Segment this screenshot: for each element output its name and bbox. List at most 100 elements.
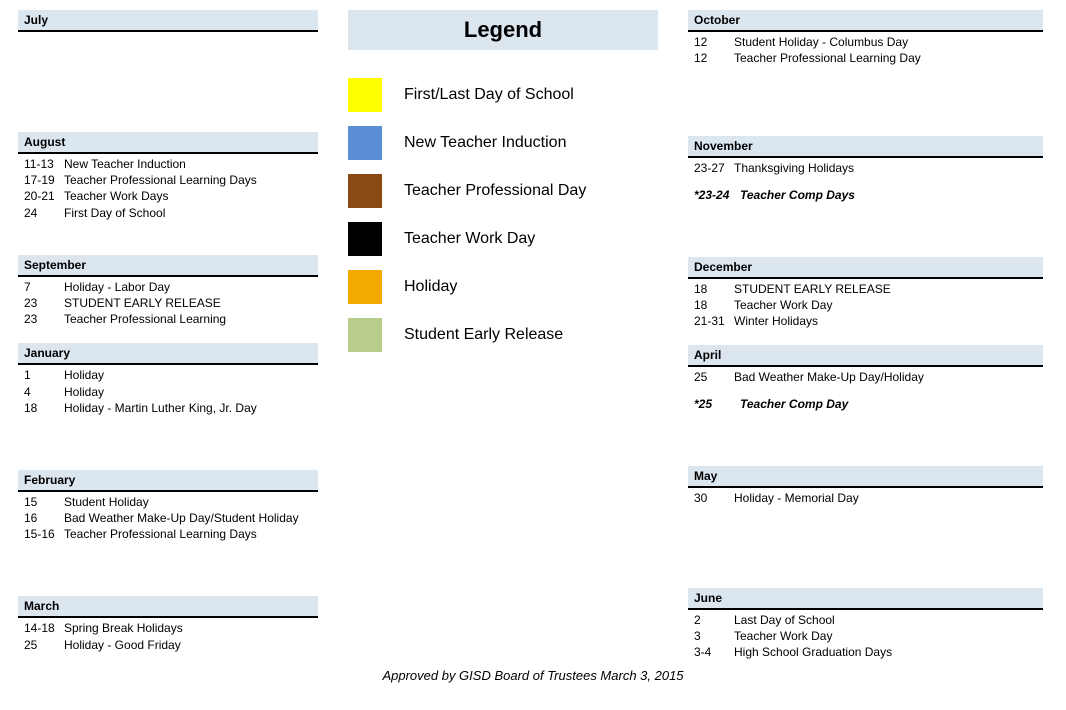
legend-label: Teacher Professional Day: [404, 182, 586, 200]
event-label: Holiday: [64, 384, 312, 400]
spacer: [18, 327, 318, 343]
month-events: 1Holiday4Holiday18Holiday - Martin Luthe…: [18, 365, 318, 416]
event-date: 23: [24, 311, 64, 327]
month-block: July: [18, 10, 318, 34]
month-block: December18STUDENT EARLY RELEASE18Teacher…: [688, 257, 1043, 330]
event-date: 21-31: [694, 313, 734, 329]
month-events: 12Student Holiday - Columbus Day12Teache…: [688, 32, 1043, 66]
month-header: February: [18, 470, 318, 492]
event-row: 18STUDENT EARLY RELEASE: [688, 281, 1043, 297]
event-label: Teacher Work Days: [64, 188, 312, 204]
month-events: 23-27Thanksgiving Holidays *23-24Teacher …: [688, 158, 1043, 202]
event-date: 4: [24, 384, 64, 400]
event-date: 23: [24, 295, 64, 311]
event-date: 2: [694, 612, 734, 628]
legend-label: Teacher Work Day: [404, 230, 535, 248]
legend-item: Holiday: [348, 270, 658, 304]
legend-swatch: [348, 174, 382, 208]
event-row: 25Bad Weather Make-Up Day/Holiday: [688, 369, 1043, 385]
spacer: [688, 329, 1043, 345]
spacer: [18, 416, 318, 470]
event-date: 3: [694, 628, 734, 644]
event-date: 12: [694, 34, 734, 50]
event-date: 18: [694, 297, 734, 313]
month-header: November: [688, 136, 1043, 158]
event-row: 2Last Day of School: [688, 612, 1043, 628]
event-label: High School Graduation Days: [734, 644, 1037, 660]
event-row: 7Holiday - Labor Day: [18, 279, 318, 295]
event-label: Bad Weather Make-Up Day/Student Holiday: [64, 510, 312, 526]
event-row: 20-21Teacher Work Days: [18, 188, 318, 204]
month-events: 7Holiday - Labor Day23STUDENT EARLY RELE…: [18, 277, 318, 328]
event-label: Bad Weather Make-Up Day/Holiday: [734, 369, 1037, 385]
event-date: 18: [694, 281, 734, 297]
event-date: 15: [24, 494, 64, 510]
month-block: August11-13New Teacher Induction17-19Tea…: [18, 132, 318, 221]
event-date: 1: [24, 367, 64, 383]
event-date: 12: [694, 50, 734, 66]
month-header: August: [18, 132, 318, 154]
event-date: 25: [694, 369, 734, 385]
month-header: January: [18, 343, 318, 365]
event-row: 15-16Teacher Professional Learning Days: [18, 526, 318, 542]
event-label: Teacher Comp Days: [740, 187, 1037, 203]
spacer: [688, 203, 1043, 257]
right-column: October12Student Holiday - Columbus Day1…: [688, 10, 1043, 650]
month-block: February15Student Holiday16Bad Weather M…: [18, 470, 318, 543]
month-block: September7Holiday - Labor Day23STUDENT E…: [18, 255, 318, 328]
legend-item: Teacher Professional Day: [348, 174, 658, 208]
event-row: 12Teacher Professional Learning Day: [688, 50, 1043, 66]
event-label: Teacher Professional Learning: [64, 311, 312, 327]
spacer: [688, 506, 1043, 588]
month-events: 30Holiday - Memorial Day: [688, 488, 1043, 506]
event-date: 25: [24, 637, 64, 653]
month-block: March14-18Spring Break Holidays25Holiday…: [18, 596, 318, 652]
event-label: Holiday - Memorial Day: [734, 490, 1037, 506]
footer-note: Approved by GISD Board of Trustees March…: [18, 668, 1048, 683]
event-label: Last Day of School: [734, 612, 1037, 628]
month-block: October12Student Holiday - Columbus Day1…: [688, 10, 1043, 66]
spacer: [18, 34, 318, 132]
event-row: 18Teacher Work Day: [688, 297, 1043, 313]
month-block: April25Bad Weather Make-Up Day/Holiday*2…: [688, 345, 1043, 411]
spacer: [688, 66, 1043, 136]
event-date: 23-27: [694, 160, 734, 176]
event-row: 23Teacher Professional Learning: [18, 311, 318, 327]
event-row: 23STUDENT EARLY RELEASE: [18, 295, 318, 311]
event-label: Teacher Professional Learning Day: [734, 50, 1037, 66]
legend-swatch: [348, 222, 382, 256]
month-block: June2Last Day of School3Teacher Work Day…: [688, 588, 1043, 661]
event-label: Thanksgiving Holidays: [734, 160, 1037, 176]
event-date: 18: [24, 400, 64, 416]
calendar-columns: July August11-13New Teacher Induction17-1…: [18, 10, 1048, 650]
event-row: 21-31Winter Holidays: [688, 313, 1043, 329]
event-date: 17-19: [24, 172, 64, 188]
event-date: 15-16: [24, 526, 64, 542]
month-header: May: [688, 466, 1043, 488]
month-header: March: [18, 596, 318, 618]
legend-item: New Teacher Induction: [348, 126, 658, 160]
event-date: 24: [24, 205, 64, 221]
event-date: *23-24: [694, 187, 740, 203]
event-row: 4Holiday: [18, 384, 318, 400]
event-label: Winter Holidays: [734, 313, 1037, 329]
event-label: STUDENT EARLY RELEASE: [64, 295, 312, 311]
spacer: [688, 412, 1043, 466]
event-label: Teacher Work Day: [734, 297, 1037, 313]
legend-label: New Teacher Induction: [404, 134, 566, 152]
legend-swatch: [348, 270, 382, 304]
event-label: Teacher Professional Learning Days: [64, 526, 312, 542]
legend-swatch: [348, 78, 382, 112]
event-label: Student Holiday: [64, 494, 312, 510]
legend-item: Student Early Release: [348, 318, 658, 352]
month-events: 11-13New Teacher Induction17-19Teacher P…: [18, 154, 318, 221]
event-label: Spring Break Holidays: [64, 620, 312, 636]
event-row: 16Bad Weather Make-Up Day/Student Holida…: [18, 510, 318, 526]
event-date: 3-4: [694, 644, 734, 660]
month-events: 15Student Holiday16Bad Weather Make-Up D…: [18, 492, 318, 543]
event-label: First Day of School: [64, 205, 312, 221]
month-events: 25Bad Weather Make-Up Day/Holiday*25Teac…: [688, 367, 1043, 411]
event-row: 18Holiday - Martin Luther King, Jr. Day: [18, 400, 318, 416]
event-date: 16: [24, 510, 64, 526]
event-label: Holiday - Martin Luther King, Jr. Day: [64, 400, 312, 416]
